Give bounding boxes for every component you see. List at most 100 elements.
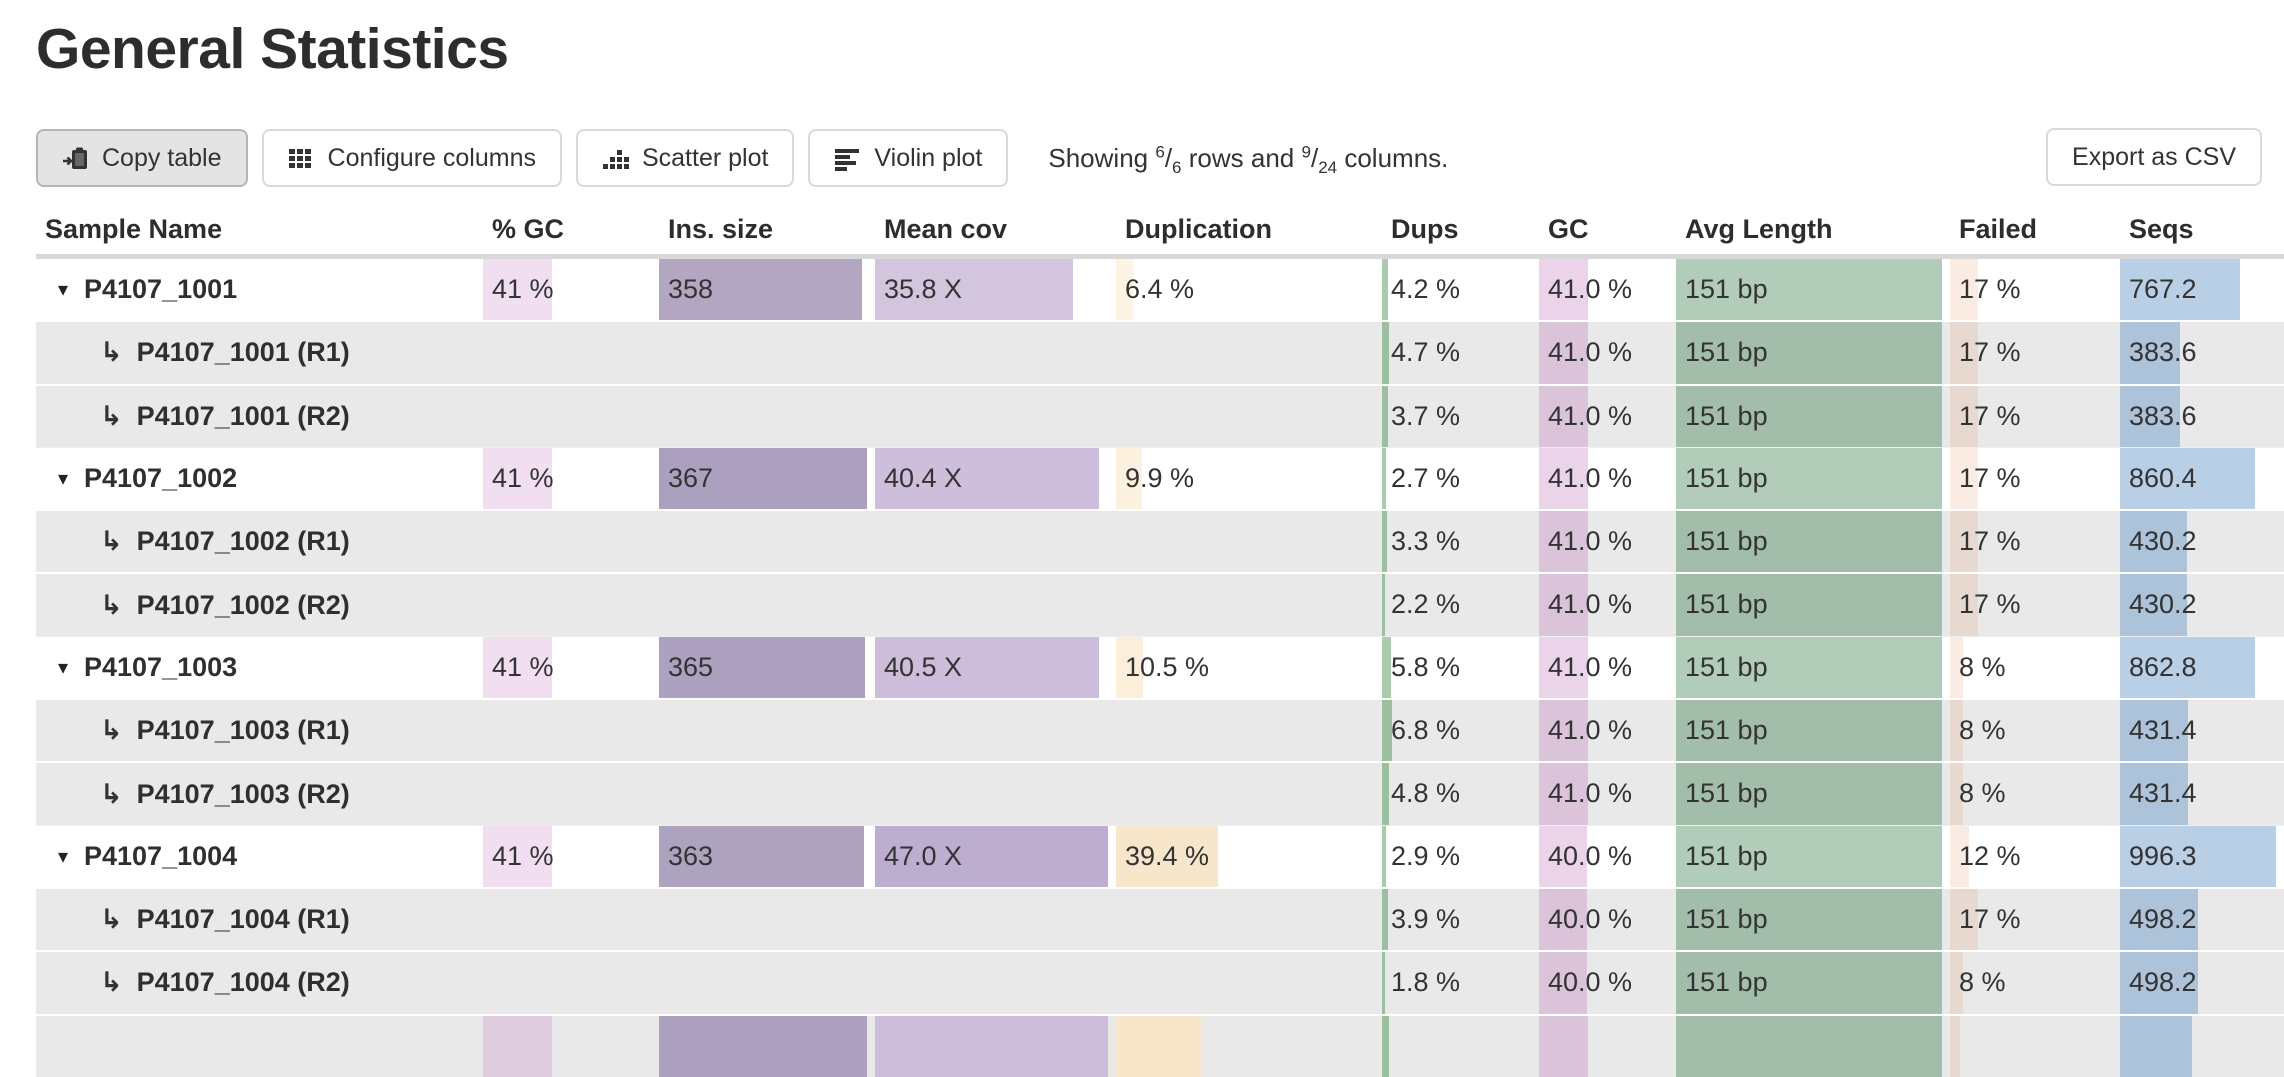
configure-columns-button[interactable]: Configure columns	[261, 129, 562, 187]
sample-name-cell[interactable]: ▾ P4107_1002	[36, 448, 483, 509]
column-header-dups[interactable]: Dups	[1391, 213, 1459, 244]
cell-gc: 41.0 %	[1539, 636, 1676, 699]
value-bar	[1676, 447, 1942, 510]
cell-failed: 17 %	[1950, 322, 2120, 384]
cell-value: 41 %	[492, 274, 554, 304]
violin-plot-button[interactable]: Violin plot	[808, 129, 1009, 187]
page-title: General Statistics	[36, 17, 509, 81]
cell-failed	[1950, 1015, 2120, 1077]
cell-len: 151 bp	[1676, 322, 1950, 384]
value-bar	[1950, 259, 1978, 321]
column-header-failed[interactable]: Failed	[1959, 213, 2038, 244]
subsample-arrow-icon: ↳	[100, 526, 123, 557]
value-bar	[2120, 447, 2255, 510]
sample-name: P4107_1001 (R1)	[136, 337, 350, 368]
cell-seqs: 767.2	[2120, 259, 2284, 321]
expand-toggle-icon[interactable]: ▾	[58, 845, 69, 868]
column-header-pct_gc[interactable]: % GC	[492, 213, 565, 244]
value-bar	[1539, 825, 1587, 887]
rows-total: 6	[1172, 157, 1182, 177]
cell-value: 40.0 %	[1548, 840, 1633, 871]
expand-toggle-icon[interactable]: ▾	[58, 279, 69, 302]
sample-name-cell[interactable]: ↳ P4107_1003 (R1)	[36, 700, 483, 761]
cell-value: 4.7 %	[1391, 337, 1461, 368]
value-bar	[2120, 636, 2256, 699]
value-bar	[1676, 259, 1942, 321]
cell-value: 151 bp	[1685, 526, 1768, 557]
cell-pct_gc	[483, 511, 659, 572]
cell-ins	[659, 763, 875, 824]
copy-table-button[interactable]: Copy table	[36, 129, 248, 187]
cell-value: 8 %	[1959, 715, 2006, 746]
column-header-cov[interactable]: Mean cov	[884, 213, 1008, 244]
export-csv-button[interactable]: Export as CSV	[2046, 128, 2262, 186]
subsample-arrow-icon: ↳	[100, 337, 123, 368]
sample-name-cell[interactable]: ↳ P4107_1004 (R2)	[36, 952, 483, 1013]
cell-value: 431.4	[2129, 715, 2197, 746]
cell-seqs	[2120, 1015, 2284, 1077]
sample-name-cell[interactable]: ▾ P4107_1001	[36, 259, 483, 320]
violin-bars-icon	[834, 145, 861, 172]
cell-cov	[875, 700, 1116, 761]
cell-value: 383.6	[2129, 337, 2197, 368]
sample-name-cell[interactable]: ↳ P4107_1002 (R2)	[36, 574, 483, 635]
cell-cov: 40.5 X	[875, 636, 1116, 699]
sample-name: P4107_1004 (R2)	[136, 967, 350, 998]
column-header-seqs[interactable]: Seqs	[2129, 213, 2194, 244]
table-row: ↳ P4107_1002 (R1) 3.3 % 41.0 % 151 bp 17 % 430…	[36, 509, 2284, 573]
column-header-gc[interactable]: GC	[1548, 213, 1589, 244]
cell-pct_gc	[483, 574, 659, 635]
cell-cov	[875, 386, 1116, 447]
column-header-len[interactable]: Avg Length	[1685, 213, 1833, 244]
cell-failed: 17 %	[1950, 574, 2120, 636]
sample-name-cell[interactable]: ↳ P4107_1001 (R1)	[36, 322, 483, 383]
value-bar	[1382, 763, 1390, 825]
expand-toggle-icon[interactable]: ▾	[58, 656, 69, 679]
cell-len	[1676, 1015, 1950, 1077]
cell-dups: 4.7 %	[1382, 322, 1539, 384]
subsample-arrow-icon: ↳	[100, 904, 123, 935]
cell-len: 151 bp	[1676, 636, 1950, 699]
toolbar: Copy table Configure columns	[36, 128, 2262, 188]
table-row: ↳ P4107_1004 (R2) 1.8 % 40.0 % 151 bp 8 % 498.…	[36, 950, 2284, 1014]
cell-value: 767.2	[2129, 274, 2197, 304]
value-bar	[1950, 574, 1978, 636]
scatter-dots-icon	[602, 145, 629, 172]
value-bar	[1676, 385, 1942, 447]
value-bar	[1950, 511, 1978, 573]
cell-gc	[1539, 1015, 1676, 1077]
value-bar	[1382, 322, 1389, 384]
sample-name-cell[interactable]: ↳ P4107_1001 (R2)	[36, 386, 483, 447]
sample-name-cell[interactable]: ↳ P4107_1004 (R1)	[36, 889, 483, 950]
column-header-sample[interactable]: Sample Name	[45, 213, 223, 244]
table-header-row: Sample Name % GC Ins. size Mean cov Duplicat…	[0, 204, 2284, 254]
cell-value: 151 bp	[1685, 337, 1768, 368]
expand-toggle-icon[interactable]: ▾	[58, 468, 69, 491]
sample-name-cell[interactable]: ▾ P4107_1004	[36, 826, 483, 887]
scatter-plot-button[interactable]: Scatter plot	[575, 129, 795, 187]
cell-value: 358	[668, 274, 714, 304]
column-header-ins[interactable]: Ins. size	[668, 213, 774, 244]
cell-dups: 5.8 %	[1382, 636, 1539, 699]
sample-name-cell[interactable]: ↳ P4107_1002 (R1)	[36, 511, 483, 572]
cell-dups: 3.9 %	[1382, 888, 1539, 951]
sample-name: P4107_1002 (R2)	[136, 589, 350, 620]
cell-value: 6.8 %	[1391, 715, 1461, 746]
cell-value: 3.9 %	[1391, 903, 1461, 934]
sample-name-cell[interactable]: ▾ P4107_1003	[36, 637, 483, 698]
value-bar	[483, 447, 552, 510]
value-bar	[1116, 636, 1144, 699]
cell-value: 41.0 %	[1548, 651, 1633, 682]
cell-pct_gc	[483, 386, 659, 447]
column-header-dup[interactable]: Duplication	[1125, 213, 1272, 244]
cell-dup	[1116, 322, 1382, 383]
value-bar	[483, 636, 552, 699]
cell-dup	[1116, 511, 1382, 572]
rows-shown: 6	[1155, 141, 1165, 161]
value-bar	[1539, 385, 1589, 447]
value-bar	[1382, 700, 1393, 762]
sample-name-cell[interactable]: ↳ P4107_1003 (R2)	[36, 763, 483, 824]
cell-value: 41.0 %	[1548, 526, 1633, 557]
grid-icon	[288, 145, 315, 172]
cell-len: 151 bp	[1676, 888, 1950, 951]
